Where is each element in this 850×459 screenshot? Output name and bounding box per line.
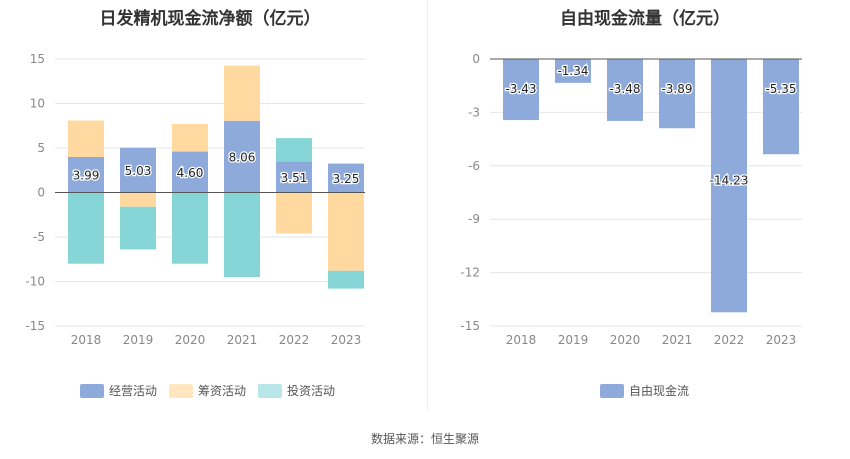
left-chart-title: 日发精机现金流净额（亿元） — [99, 9, 321, 29]
legend-swatch — [600, 383, 624, 398]
bar-2020-2 — [172, 192, 208, 264]
right-chart-legend: 自由现金流 — [600, 382, 689, 399]
y-tick-label: 5 — [37, 141, 45, 155]
left-chart-legend: 经营活动 筹资活动 投资活动 — [80, 382, 335, 399]
x-tick-label: 2018 — [506, 333, 537, 347]
x-tick-label: 2020 — [610, 333, 641, 347]
legend-swatch — [169, 383, 194, 398]
legend-item[interactable]: 自由现金流 — [600, 382, 689, 399]
bar-2022-2 — [276, 138, 312, 162]
x-tick-label: 2022 — [279, 333, 310, 347]
bar-2018-1 — [68, 120, 104, 157]
legend-item[interactable]: 经营活动 — [80, 382, 157, 399]
y-tick-label: -6 — [468, 159, 480, 173]
data-label: 8.06 — [229, 151, 256, 165]
bar-2023-1 — [328, 192, 364, 271]
legend-label: 筹资活动 — [198, 384, 247, 398]
bar-2018-0 — [68, 156, 104, 193]
y-tick-label: -15 — [460, 319, 480, 333]
bar-2020-0 — [607, 59, 643, 121]
legend-label: 经营活动 — [109, 384, 158, 398]
x-tick-label: 2023 — [331, 333, 362, 347]
data-label: 5.03 — [125, 164, 152, 178]
y-tick-label: -3 — [468, 105, 480, 119]
y-tick-label: -15 — [25, 319, 45, 333]
y-tick-label: -9 — [468, 212, 480, 226]
legend-item[interactable]: 筹资活动 — [169, 382, 246, 399]
bar-2022-1 — [276, 192, 312, 234]
right-chart-title: 自由现金流量（亿元） — [560, 9, 730, 29]
legend-label: 自由现金流 — [629, 384, 690, 398]
y-tick-label: 0 — [37, 186, 45, 200]
bar-2021-2 — [224, 192, 260, 278]
bar-2019-0 — [120, 147, 156, 193]
bar-2021-0 — [659, 59, 695, 129]
x-tick-label: 2019 — [123, 333, 154, 347]
data-label: 3.51 — [281, 171, 308, 185]
y-tick-label: -5 — [33, 230, 45, 244]
x-tick-label: 2021 — [662, 333, 693, 347]
bar-2021-1 — [224, 65, 260, 121]
bar-2019-2 — [120, 206, 156, 250]
data-label: -3.89 — [661, 82, 692, 96]
data-label: -3.48 — [609, 82, 640, 96]
legend-item[interactable]: 投资活动 — [258, 382, 335, 399]
bar-2021-0 — [224, 120, 260, 193]
y-tick-label: 15 — [30, 52, 45, 66]
data-label: -3.43 — [505, 82, 536, 96]
data-label: -5.35 — [765, 82, 796, 96]
y-tick-label: -10 — [25, 275, 45, 289]
bar-2022-0 — [711, 59, 747, 313]
bar-2018-2 — [68, 192, 104, 264]
x-tick-label: 2022 — [714, 333, 745, 347]
data-label: 3.25 — [333, 172, 360, 186]
bar-2023-0 — [763, 59, 799, 155]
data-source-note: 数据来源：恒生聚源 — [370, 432, 479, 446]
panel-divider — [427, 0, 428, 410]
bar-2023-0 — [328, 163, 364, 193]
x-tick-label: 2021 — [227, 333, 258, 347]
y-tick-label: -12 — [460, 266, 480, 280]
x-tick-label: 2018 — [71, 333, 102, 347]
bar-2022-0 — [276, 161, 312, 193]
legend-label: 投资活动 — [287, 384, 336, 398]
bar-2019-0 — [555, 59, 591, 83]
data-label: -14.23 — [710, 173, 749, 187]
legend-swatch — [258, 383, 283, 398]
data-label: -1.34 — [557, 64, 588, 78]
bar-2023-2 — [328, 270, 364, 289]
x-tick-label: 2020 — [175, 333, 206, 347]
x-tick-label: 2019 — [558, 333, 589, 347]
bar-2018-0 — [503, 59, 539, 121]
legend-swatch — [80, 383, 104, 398]
x-tick-label: 2023 — [766, 333, 797, 347]
y-tick-label: 0 — [472, 52, 480, 66]
y-tick-label: 10 — [30, 97, 45, 111]
data-label: 4.60 — [177, 166, 204, 180]
bar-2020-0 — [172, 151, 208, 193]
bar-2019-1 — [120, 192, 156, 207]
bar-2020-1 — [172, 123, 208, 152]
data-label: 3.99 — [73, 169, 100, 183]
